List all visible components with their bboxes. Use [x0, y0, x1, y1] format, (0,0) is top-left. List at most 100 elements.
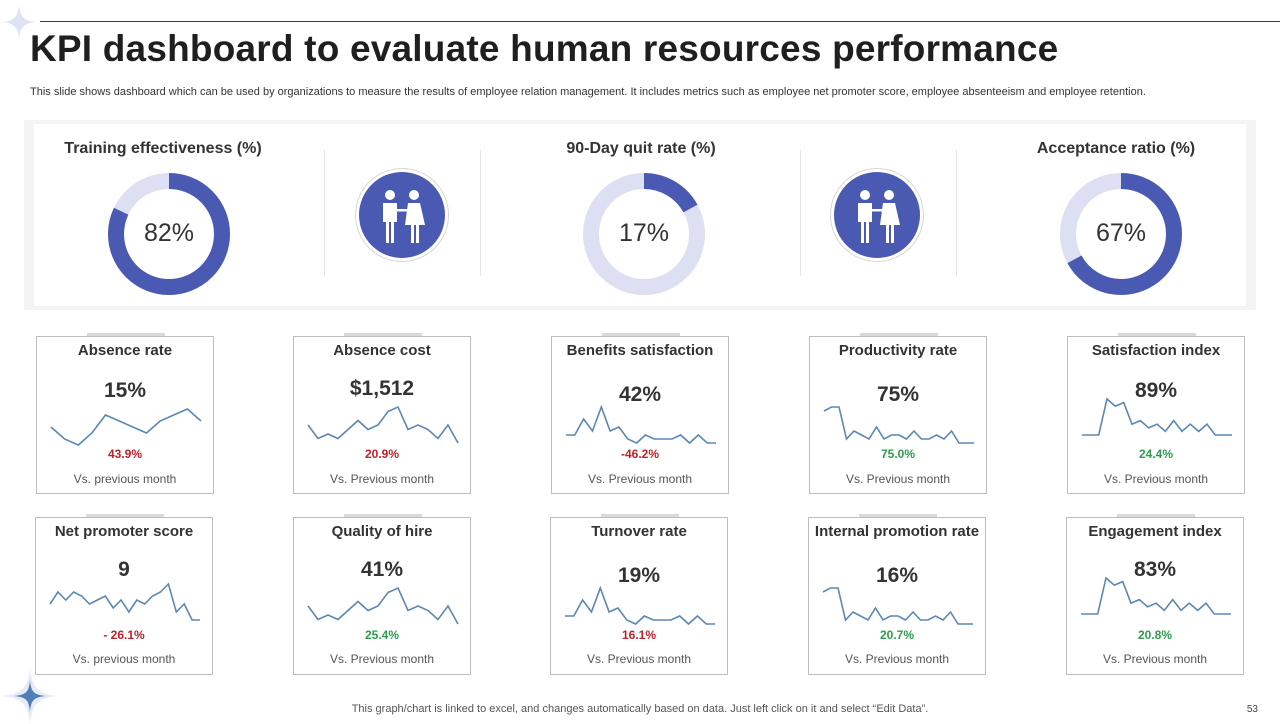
sparkline — [307, 405, 459, 444]
card-delta: 20.9% — [364, 447, 400, 461]
sparkline-path — [50, 408, 202, 446]
card-footer: Vs. previous month — [72, 652, 176, 666]
sparkline-path — [822, 587, 973, 625]
quit-rate-label: 90-Day quit rate (%) — [566, 140, 716, 157]
donut-arc — [1060, 173, 1182, 295]
card-value: 89% — [1134, 379, 1178, 402]
kpi-card-net-promoter-score: Net promoter score 9 - 26.1% Vs. previou… — [35, 514, 213, 675]
card-delta: - 26.1% — [103, 628, 145, 642]
page-title: KPI dashboard to evaluate human resource… — [30, 28, 1059, 69]
kpi-card-internal-promotion-rate: Internal promotion rate 16% 20.7% Vs. Pr… — [808, 514, 986, 675]
card-title: Productivity rate — [838, 342, 958, 359]
sparkle-icon-top — [2, 5, 36, 39]
card-title: Absence cost — [333, 342, 431, 359]
card-title: Internal promotion rate — [814, 523, 980, 540]
divider — [480, 150, 481, 276]
kpi-card-absence-rate: Absence rate 15% 43.9% Vs. previous mont… — [36, 333, 214, 494]
kpi-card-benefits-satisfaction: Benefits satisfaction 42% -46.2% Vs. Pre… — [551, 333, 729, 494]
card-footer: Vs. Previous month — [329, 472, 435, 486]
kpi-card-quality-of-hire: Quality of hire 41% 25.4% Vs. Previous m… — [293, 514, 471, 675]
acceptance-ratio-label: Acceptance ratio (%) — [1036, 140, 1196, 157]
card-delta: 75.0% — [880, 447, 916, 461]
sparkline-path — [307, 586, 459, 625]
card-delta: -46.2% — [620, 447, 660, 461]
acceptance-ratio-value: 67% — [1095, 219, 1147, 247]
quit-rate-value: 17% — [618, 219, 670, 247]
page-subtitle: This slide shows dashboard which can be … — [30, 86, 1146, 98]
card-tab — [601, 514, 679, 517]
card-tab — [860, 333, 938, 336]
card-tab — [87, 333, 165, 336]
card-value: 42% — [618, 383, 662, 406]
people-couple-icon — [359, 172, 445, 258]
card-tab — [344, 333, 422, 336]
card-footer: Vs. Previous month — [1102, 652, 1208, 666]
footnote: This graph/chart is linked to excel, and… — [351, 703, 929, 715]
card-delta: 25.4% — [364, 628, 400, 642]
sparkline — [565, 585, 715, 626]
card-tab — [859, 514, 937, 517]
header-rule — [40, 21, 1280, 22]
card-value: 16% — [875, 564, 919, 587]
training-effectiveness-value: 82% — [143, 219, 195, 247]
sparkline — [307, 586, 459, 625]
top-kpi-panel-inner — [34, 124, 1246, 306]
card-value: 9 — [118, 558, 130, 581]
people-couple-icon — [834, 172, 920, 258]
card-value: 19% — [617, 564, 661, 587]
card-title: Benefits satisfaction — [566, 342, 714, 359]
sparkline-path — [565, 585, 715, 626]
sparkline-path — [307, 405, 459, 444]
divider — [956, 150, 957, 276]
sparkline — [49, 582, 200, 621]
card-delta: 16.1% — [621, 628, 657, 642]
card-title: Turnover rate — [591, 523, 687, 540]
sparkline-path — [566, 404, 716, 445]
sparkline — [823, 406, 974, 444]
divider — [324, 150, 325, 276]
card-tab — [86, 514, 164, 517]
people-couple-glyph — [858, 190, 900, 243]
sparkline-path — [1082, 397, 1232, 436]
sparkline — [1082, 397, 1232, 436]
sparkline-path — [1081, 576, 1231, 615]
donut-arc — [583, 173, 705, 295]
kpi-card-engagement-index: Engagement index 83% 20.8% Vs. Previous … — [1066, 514, 1244, 675]
kpi-card-productivity-rate: Productivity rate 75% 75.0% Vs. Previous… — [809, 333, 987, 494]
card-value: $1,512 — [349, 377, 415, 400]
sparkline-path — [49, 582, 200, 621]
sparkle-icon-bottom — [2, 668, 58, 724]
card-value: 15% — [103, 379, 147, 402]
sparkline — [822, 587, 973, 625]
card-title: Satisfaction index — [1091, 342, 1221, 359]
card-value: 83% — [1133, 558, 1177, 581]
card-footer: Vs. Previous month — [329, 652, 435, 666]
sparkline-path — [823, 406, 974, 444]
card-value: 75% — [876, 383, 920, 406]
card-tab — [1117, 514, 1195, 517]
quit-rate-donut — [583, 173, 705, 295]
card-title: Net promoter score — [54, 523, 194, 540]
card-footer: Vs. Previous month — [587, 472, 693, 486]
people-couple-glyph — [383, 190, 425, 243]
card-delta: 20.8% — [1137, 628, 1173, 642]
card-footer: Vs. Previous month — [586, 652, 692, 666]
sparkline — [566, 404, 716, 445]
sparkline — [1081, 576, 1231, 615]
sparkline — [50, 408, 202, 446]
card-footer: Vs. Previous month — [845, 472, 951, 486]
divider — [800, 150, 801, 276]
training-effectiveness-donut — [108, 173, 230, 295]
card-delta: 43.9% — [107, 447, 143, 461]
kpi-card-satisfaction-index: Satisfaction index 89% 24.4% Vs. Previou… — [1067, 333, 1245, 494]
card-value: 41% — [360, 558, 404, 581]
card-footer: Vs. Previous month — [1103, 472, 1209, 486]
training-effectiveness-label: Training effectiveness (%) — [64, 140, 262, 157]
card-title: Engagement index — [1088, 523, 1222, 540]
card-delta: 20.7% — [879, 628, 915, 642]
donut-arc — [108, 173, 230, 295]
card-title: Absence rate — [77, 342, 173, 359]
kpi-card-turnover-rate: Turnover rate 19% 16.1% Vs. Previous mon… — [550, 514, 728, 675]
acceptance-ratio-donut — [1060, 173, 1182, 295]
kpi-card-absence-cost: Absence cost $1,512 20.9% Vs. Previous m… — [293, 333, 471, 494]
